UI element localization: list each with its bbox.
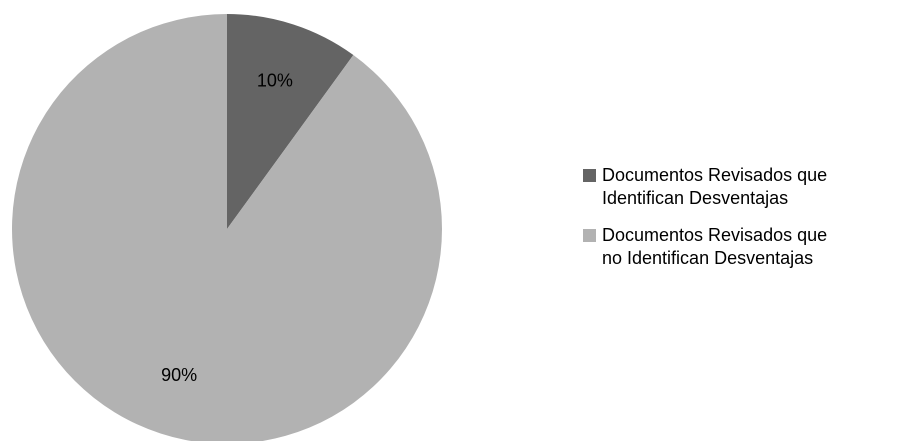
legend-label-no-identifican: Documentos Revisados que no Identifican … bbox=[602, 225, 828, 268]
pie-slice-identifican bbox=[227, 14, 354, 229]
legend: Documentos Revisados que Identifican Des… bbox=[583, 164, 895, 284]
pie-data-labels: 10% 90% bbox=[161, 71, 293, 385]
data-label-identifican: 10% bbox=[257, 71, 293, 91]
legend-swatch-no-identifican bbox=[583, 229, 596, 242]
pie-slices bbox=[12, 14, 442, 441]
legend-item-identifican: Documentos Revisados que Identifican Des… bbox=[583, 164, 895, 210]
legend-swatch-identifican bbox=[583, 169, 596, 182]
legend-item-no-identifican: Documentos Revisados que no Identifican … bbox=[583, 224, 895, 270]
legend-label-identifican: Documentos Revisados que Identifican Des… bbox=[602, 165, 828, 208]
pie-slice-no-identifican bbox=[12, 14, 442, 441]
data-label-no-identifican: 90% bbox=[161, 365, 197, 385]
